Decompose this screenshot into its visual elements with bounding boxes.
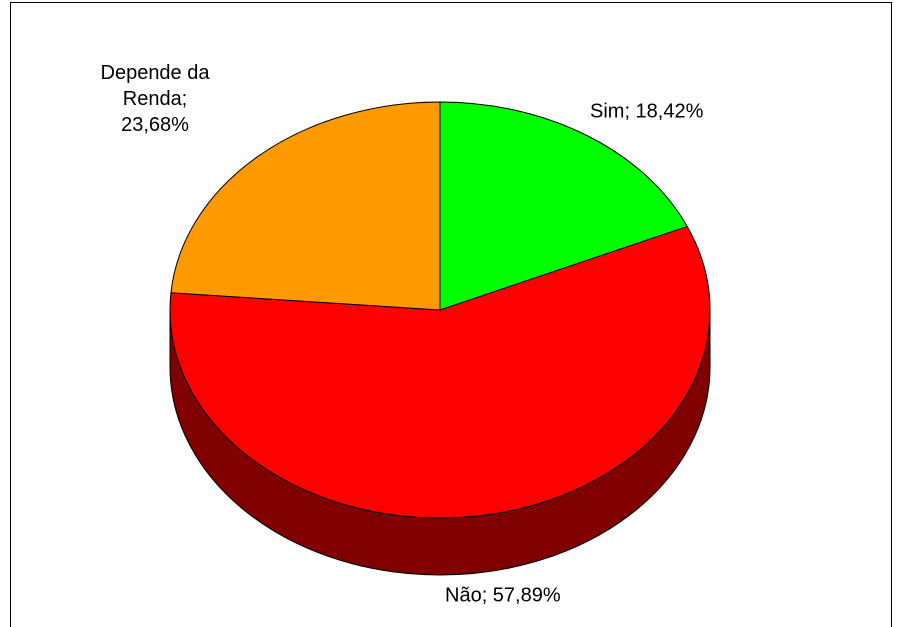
data-label: Sim; 18,42% [590, 100, 704, 122]
pie-slice [439, 101, 688, 311]
data-label: Não; 57,89% [445, 584, 561, 606]
pie-slice [170, 101, 441, 311]
pie-slice [169, 225, 711, 519]
data-label: Depende da Renda; 23,68% [100, 62, 210, 136]
